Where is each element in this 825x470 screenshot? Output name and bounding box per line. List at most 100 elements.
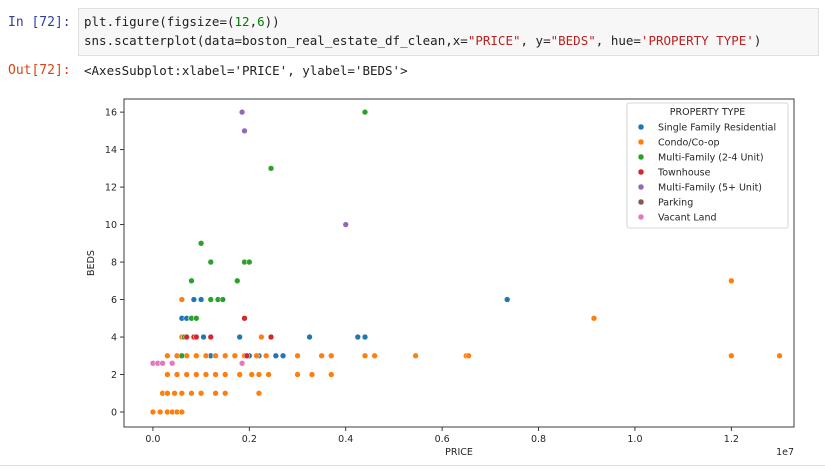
data-point xyxy=(207,258,214,266)
y-tick-label: 14 xyxy=(105,145,117,156)
data-point xyxy=(241,127,248,135)
legend-marker xyxy=(637,213,645,221)
data-point xyxy=(197,390,205,397)
data-point xyxy=(776,352,783,359)
data-point xyxy=(258,333,265,341)
legend-entry: Townhouse xyxy=(657,168,711,179)
x-scale-label: 1e7 xyxy=(776,447,794,458)
x-tick-label: 0.2 xyxy=(242,434,257,445)
x-tick-label: 1.0 xyxy=(627,434,642,445)
data-point xyxy=(188,277,195,284)
code-line-1: plt.figure(figsize=(12,6)) xyxy=(84,14,280,29)
data-point xyxy=(200,333,207,341)
data-point xyxy=(267,165,275,172)
legend-marker xyxy=(637,183,645,191)
data-point xyxy=(318,352,325,359)
data-point xyxy=(238,360,246,367)
y-tick-label: 8 xyxy=(111,258,117,269)
data-point xyxy=(246,258,253,266)
y-tick-label: 6 xyxy=(111,295,117,306)
input-prompt: In [72]: xyxy=(8,15,71,30)
legend-marker xyxy=(637,153,645,161)
data-point xyxy=(371,352,378,359)
data-point xyxy=(243,352,251,359)
code-text: , xyxy=(249,14,258,29)
data-point xyxy=(197,296,205,303)
legend-marker xyxy=(637,123,645,131)
data-point xyxy=(465,352,472,359)
y-tick-label: 0 xyxy=(111,408,117,419)
data-point xyxy=(212,371,219,378)
code-string: "BEDS" xyxy=(550,33,596,48)
data-point xyxy=(169,360,176,367)
code-text: plt.figure(figsize=( xyxy=(84,14,235,29)
data-point xyxy=(193,315,200,322)
legend-marker xyxy=(637,198,645,206)
data-point xyxy=(183,333,190,341)
legend-entry: Parking xyxy=(658,198,693,209)
legend-marker xyxy=(637,138,645,146)
legend-title: PROPERTY TYPE xyxy=(670,107,745,118)
data-point xyxy=(263,352,270,359)
legend-entry: Condo/Co-op xyxy=(658,138,720,149)
code-string: "PRICE" xyxy=(467,33,521,48)
code-text: , hue= xyxy=(595,33,641,48)
data-point xyxy=(207,296,214,303)
data-point xyxy=(255,371,263,378)
legend-box xyxy=(626,102,789,229)
legend-entry: Multi-Family (5+ Unit) xyxy=(658,183,762,194)
code-number: 12 xyxy=(234,14,250,29)
data-point xyxy=(157,408,164,416)
cell-divider xyxy=(0,465,825,466)
data-point xyxy=(361,352,369,359)
data-point xyxy=(212,390,219,397)
data-point xyxy=(164,390,171,397)
data-point xyxy=(164,352,171,359)
code-line-2: sns.scatterplot(data=boston_real_estate_… xyxy=(84,33,761,48)
data-point xyxy=(361,108,369,116)
data-point xyxy=(183,371,190,378)
data-point xyxy=(236,333,243,341)
data-point xyxy=(354,333,361,341)
data-point xyxy=(728,352,735,359)
data-point xyxy=(234,277,241,284)
data-point xyxy=(159,360,166,367)
output-prompt: Out[72]: xyxy=(8,63,71,78)
legend-marker xyxy=(637,168,645,176)
data-point xyxy=(178,390,185,397)
legend-entry: Single Family Residential xyxy=(658,123,776,134)
output-text: <AxesSubplot:xlabel='PRICE', ylabel='BED… xyxy=(84,63,408,78)
y-tick-label: 2 xyxy=(111,370,117,381)
data-point xyxy=(164,371,171,378)
data-point xyxy=(207,333,214,341)
data-point xyxy=(504,296,511,303)
data-point xyxy=(590,315,598,322)
data-point xyxy=(265,371,272,378)
x-tick-label: 0.4 xyxy=(338,434,353,445)
data-point xyxy=(308,371,316,378)
code-text: )) xyxy=(264,14,280,29)
data-point xyxy=(255,390,263,397)
data-point xyxy=(178,296,185,303)
x-tick-label: 0.6 xyxy=(435,434,450,445)
data-point xyxy=(178,408,185,416)
legend-entry: Vacant Land xyxy=(658,213,717,224)
data-point xyxy=(272,352,279,359)
data-point xyxy=(222,352,229,359)
data-point xyxy=(279,352,287,359)
data-point xyxy=(248,371,255,378)
data-point xyxy=(361,333,369,341)
data-point xyxy=(188,390,195,397)
data-point xyxy=(342,221,349,228)
data-point xyxy=(173,371,181,378)
data-point xyxy=(178,352,185,359)
data-point xyxy=(222,390,229,397)
data-point xyxy=(412,352,419,359)
data-point xyxy=(193,371,200,378)
data-point xyxy=(202,352,210,359)
data-point xyxy=(197,240,205,247)
data-point xyxy=(219,296,226,303)
code-cell[interactable]: plt.figure(figsize=(12,6)) sns.scatterpl… xyxy=(78,8,819,56)
code-text: ) xyxy=(753,33,762,48)
